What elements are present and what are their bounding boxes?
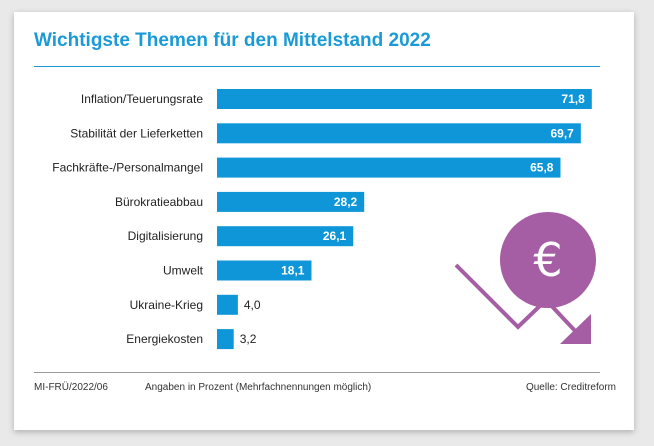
bar [217,260,312,281]
value-label: 26,1 [323,229,347,243]
category-label: Stabilität der Lieferketten [70,126,203,140]
value-label: 18,1 [281,264,305,278]
category-label: Digitalisierung [128,229,203,243]
footer-code: MI-FRÜ/2022/06 [34,382,108,393]
category-label: Inflation/Teuerungsrate [81,92,203,106]
category-label: Energiekosten [126,332,203,346]
category-label: Ukraine-Krieg [130,298,203,312]
bar [217,157,561,178]
footer-source: Quelle: Creditreform [525,382,616,393]
value-label: 69,7 [550,126,574,140]
bar [217,294,238,315]
bar [217,226,354,247]
falling-arrow-head [560,314,591,344]
value-label: 3,2 [240,332,257,346]
value-label: 65,8 [530,161,554,175]
bar [217,191,365,212]
value-label: 4,0 [244,298,261,312]
euro-symbol: € [533,233,562,287]
category-label: Fachkräfte-/Personalmangel [52,161,203,175]
value-label: 71,8 [561,92,585,106]
value-label: 28,2 [334,195,358,209]
bar [217,89,592,109]
bar [217,329,234,350]
bars-layer: Inflation/Teuerungsrate 71,8 Stabilität de… [52,89,592,350]
euro-coin [500,212,596,308]
title-divider [34,66,600,67]
footer-divider [34,372,600,373]
category-label: Bürokratieabbau [115,195,203,209]
chart-title: Wichtigste Themen für den Mittelstand 20… [34,30,431,51]
bar [217,123,581,144]
category-label: Umwelt [163,264,204,278]
footer-note: Angaben in Prozent (Mehrfachnennungen mö… [145,382,372,393]
euro-falling-arrow-icon: € [454,212,596,344]
falling-arrow-line [454,263,580,336]
